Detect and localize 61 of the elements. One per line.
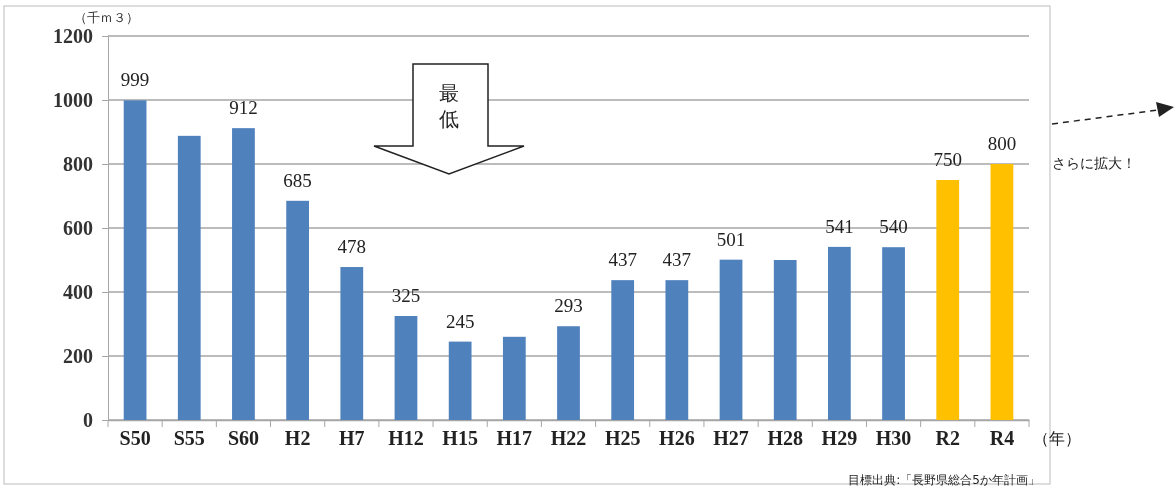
- down-arrow-outline: 最低: [373, 63, 525, 175]
- bar: [232, 128, 255, 420]
- annotation: 最低: [439, 81, 459, 131]
- x-tick-label: H2: [284, 427, 311, 449]
- data-label: 540: [879, 216, 908, 238]
- data-label: 437: [662, 249, 692, 271]
- x-tick-label: S50: [119, 427, 151, 449]
- x-tick-label: H27: [713, 427, 749, 449]
- data-label: 800: [987, 133, 1017, 154]
- data-label: 293: [554, 295, 583, 317]
- bar: [557, 326, 580, 420]
- bar: [448, 341, 472, 420]
- x-tick-label: H12: [388, 427, 424, 449]
- x-tick-label: R2: [935, 427, 960, 449]
- y-axis-title: （千ｍ３）: [74, 10, 139, 25]
- bar: [286, 200, 309, 420]
- text: さらに拡大！: [1052, 155, 1136, 171]
- data-label: 750: [933, 149, 962, 170]
- data-label: 912: [229, 97, 258, 119]
- bar: [177, 135, 201, 420]
- bar: [773, 260, 797, 420]
- bar: [719, 259, 743, 420]
- x-tick-label: H7: [339, 427, 365, 449]
- data-label: 478: [337, 236, 367, 258]
- bar: [502, 336, 526, 420]
- data-label: 541: [825, 215, 854, 237]
- x-tick-label: R4: [989, 427, 1015, 449]
- bar: [990, 164, 1014, 420]
- data-label: 501: [716, 228, 746, 250]
- bar: [665, 280, 689, 420]
- bar: [611, 280, 635, 420]
- y-tick-label: 1000: [53, 88, 93, 111]
- y-tick-label: 0: [83, 408, 93, 431]
- y-tick-label: 1200: [53, 24, 93, 47]
- bar: [123, 100, 147, 420]
- data-label: 325: [391, 285, 421, 306]
- x-tick-label: H17: [496, 427, 533, 449]
- x-tick-label: H28: [767, 427, 803, 449]
- y-tick-label: 800: [63, 152, 93, 175]
- data-label: 999: [120, 69, 150, 91]
- x-tick-label: H25: [604, 427, 641, 449]
- data-label: 245: [445, 310, 475, 332]
- y-tick-label: 400: [63, 280, 93, 303]
- x-tick-label: S60: [227, 427, 259, 449]
- x-tick-label: H29: [821, 427, 858, 449]
- bar: [340, 267, 364, 420]
- bar: [394, 316, 418, 420]
- y-tick-label: 600: [63, 216, 93, 239]
- text: 目標出典:「長野県総合5か年計画」: [848, 473, 1040, 487]
- bar: [882, 247, 905, 420]
- x-tick-label: H26: [659, 427, 695, 449]
- x-tick-label: H22: [550, 427, 587, 449]
- x-axis-title: （年）: [1033, 429, 1081, 448]
- x-tick-label: S55: [173, 427, 205, 449]
- x-tick-label: H15: [442, 427, 478, 449]
- data-label: 685: [283, 169, 312, 191]
- bar: [936, 180, 960, 420]
- bar: [828, 246, 851, 420]
- data-label: 437: [608, 249, 637, 271]
- y-tick-label: 200: [63, 344, 93, 367]
- x-tick-label: H30: [875, 427, 912, 449]
